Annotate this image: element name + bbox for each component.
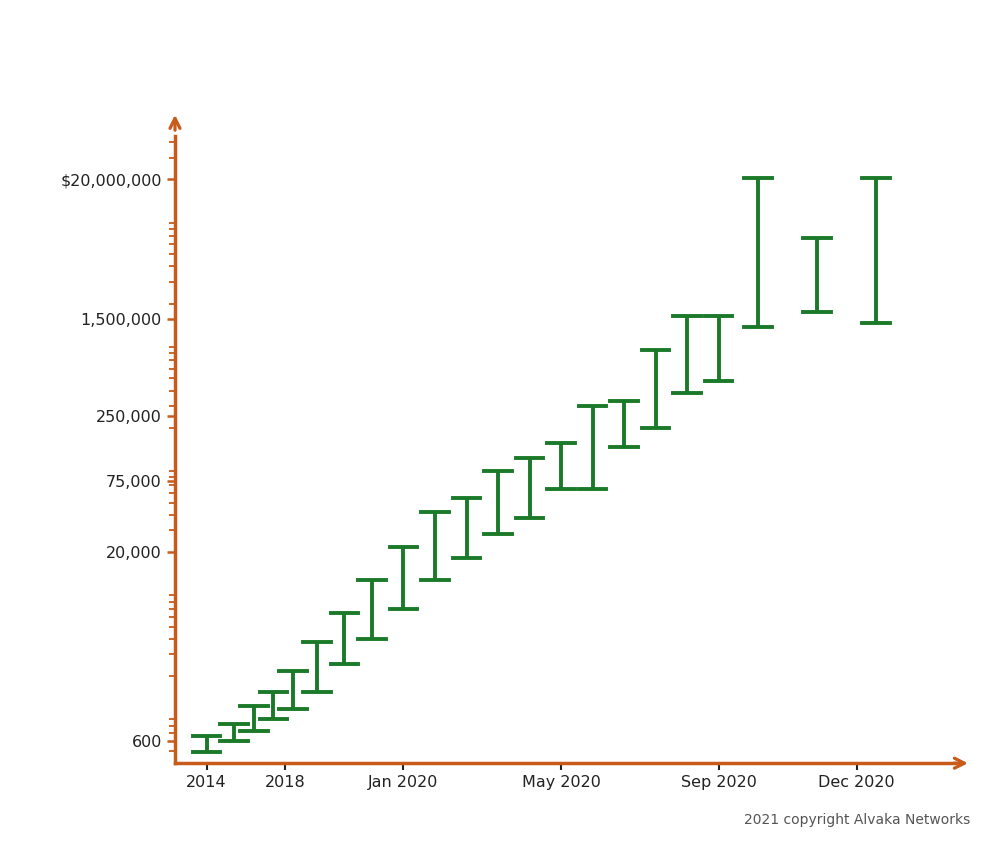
Text: 2021 copyright Alvaka Networks: 2021 copyright Alvaka Networks — [744, 812, 970, 827]
Text: Aggressive Growth Rates for Ransomware: Aggressive Growth Rates for Ransomware — [137, 27, 863, 56]
Text: Money Demands: Money Demands — [358, 71, 642, 100]
